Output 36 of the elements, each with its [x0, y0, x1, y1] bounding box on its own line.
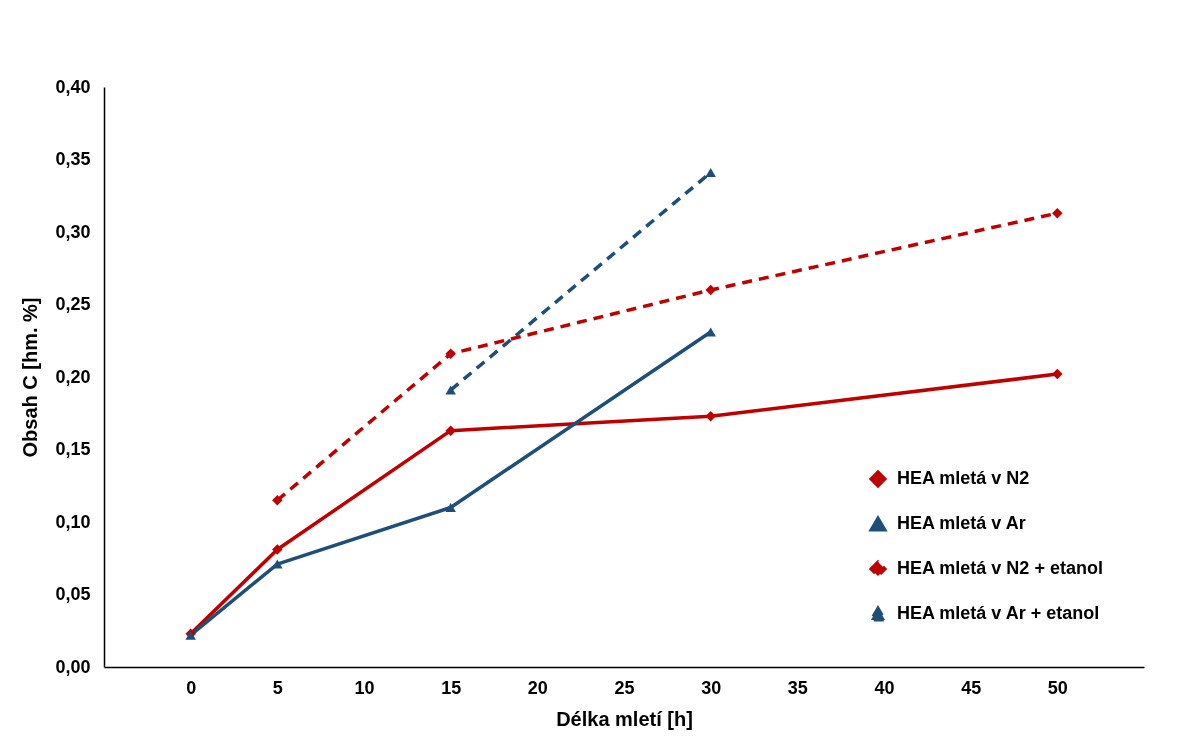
y-tick-label: 0,40 [55, 76, 91, 97]
x-tick-label: 30 [701, 677, 722, 698]
x-tick-label: 0 [186, 677, 197, 698]
x-tick-label: 50 [1047, 677, 1068, 698]
point [272, 544, 283, 555]
x-tick-label: 35 [787, 677, 808, 698]
y-tick-label: 0,35 [55, 149, 91, 169]
point [1052, 207, 1063, 219]
x-tick-label: 20 [527, 677, 548, 698]
x-tick-label: 5 [272, 677, 283, 698]
y-tick-label: 0,30 [55, 221, 91, 242]
y-axis-title: Obsah C [hm. %] [19, 297, 42, 458]
legend-label: HEA mletá v N2 + etanol [897, 558, 1103, 578]
y-tick-label: 0,00 [55, 656, 91, 677]
point [705, 410, 716, 422]
legend-label: HEA mletá v Ar [897, 513, 1026, 533]
legend-label: HEA mletá v Ar + etanol [897, 603, 1100, 623]
x-tick-label: 10 [354, 677, 375, 698]
point [705, 327, 716, 337]
point [445, 502, 456, 513]
x-tick-label: 45 [961, 677, 982, 698]
y-tick-label: 0,05 [55, 584, 91, 604]
point [1052, 368, 1063, 380]
y-tick-label: 0,25 [55, 294, 91, 314]
x-tick-label: 15 [441, 677, 462, 698]
x-tick-label: 25 [614, 677, 635, 698]
point [445, 425, 456, 436]
y-tick-label: 0,15 [55, 439, 91, 459]
x-axis-title: Délka mletí [h] [556, 707, 693, 730]
point [445, 348, 456, 360]
y-tick-label: 0,10 [55, 511, 91, 532]
legend-label: HEA mletá v N2 [897, 468, 1030, 488]
point [272, 495, 283, 506]
x-tick-label: 40 [874, 677, 895, 698]
y-tick-label: 0,20 [55, 366, 91, 387]
point [705, 284, 716, 296]
